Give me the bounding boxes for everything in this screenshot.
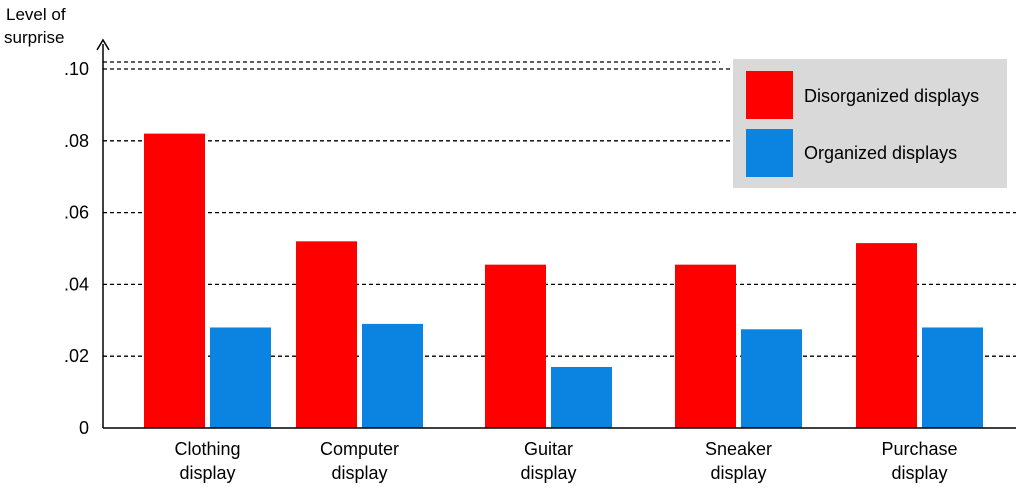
x-tick-labels: Clothing display Computer display Guitar disp… — [174, 439, 957, 483]
bar-disorganized-1 — [296, 241, 357, 428]
y-tick-label: 0 — [79, 418, 89, 438]
x-tick-label: Sneaker — [705, 439, 772, 459]
x-tick-label: display — [331, 463, 387, 483]
x-tick-label: display — [520, 463, 576, 483]
y-axis-label-line-2: surprise — [4, 28, 64, 47]
bar-disorganized-0 — [144, 133, 205, 428]
x-tick-label: Clothing — [174, 439, 240, 459]
bar-disorganized-3 — [675, 264, 736, 428]
y-axis-label: Level of surprise — [4, 5, 66, 47]
y-axis-label-line-1: Level of — [6, 5, 66, 24]
bar-organized-0 — [210, 327, 271, 428]
bar-organized-3 — [741, 329, 802, 428]
legend: Disorganized displays Organized displays — [733, 59, 1007, 188]
bar-organized-2 — [551, 366, 612, 428]
y-axis-arrow-icon — [96, 38, 110, 51]
y-tick-label: .10 — [64, 59, 89, 79]
x-tick-label: display — [891, 463, 947, 483]
y-tick-label: .08 — [64, 131, 89, 151]
y-tick-label: .04 — [64, 274, 89, 294]
y-tick-label: .06 — [64, 203, 89, 223]
bars — [144, 133, 983, 428]
y-tick-label: .02 — [64, 346, 89, 366]
legend-label-organized: Organized displays — [804, 143, 957, 163]
x-tick-label: display — [710, 463, 766, 483]
bar-organized-4 — [922, 327, 983, 428]
x-tick-label: display — [179, 463, 235, 483]
legend-swatch-organized — [746, 129, 793, 177]
legend-label-disorganized: Disorganized displays — [804, 86, 979, 106]
x-tick-label: Computer — [320, 439, 399, 459]
axes — [96, 38, 1016, 429]
x-tick-label: Guitar — [524, 439, 573, 459]
gridlines — [103, 61, 1016, 357]
legend-swatch-disorganized — [746, 71, 793, 119]
x-tick-label: Purchase — [881, 439, 957, 459]
bar-disorganized-2 — [485, 264, 546, 428]
bar-organized-1 — [362, 323, 423, 428]
y-tick-labels: 0 .02 .04 .06 .08 .10 — [64, 59, 89, 438]
bar-disorganized-4 — [856, 243, 917, 428]
